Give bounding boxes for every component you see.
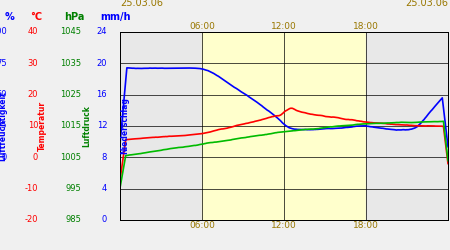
Text: Luftfeuchtigkeit: Luftfeuchtigkeit [0,91,7,161]
Text: hPa: hPa [64,12,85,22]
Text: 1015: 1015 [60,122,81,130]
Text: Niederschlag: Niederschlag [120,98,129,154]
Text: 30: 30 [27,59,38,68]
Text: Luftdruck: Luftdruck [82,105,91,147]
Text: 1045: 1045 [60,28,81,36]
Text: 16: 16 [97,90,107,99]
Text: 100: 100 [0,28,7,36]
Text: %: % [5,12,15,22]
Text: 24: 24 [97,28,107,36]
Bar [366,32,448,220]
Text: 25: 25 [0,122,7,130]
Text: 0: 0 [33,153,38,162]
Text: 25.03.06: 25.03.06 [405,0,448,8]
Text: Temperatur: Temperatur [38,101,47,151]
Text: mm/h: mm/h [100,12,130,22]
Text: 20: 20 [97,59,107,68]
Text: 995: 995 [65,184,81,193]
Bar [120,32,202,220]
Text: 8: 8 [102,153,107,162]
Text: 985: 985 [65,216,81,224]
Text: 0: 0 [2,153,7,162]
Text: 0: 0 [102,216,107,224]
Text: 4: 4 [102,184,107,193]
Text: 75: 75 [0,59,7,68]
Bar [202,32,366,220]
Text: 20: 20 [27,90,38,99]
Text: °C: °C [30,12,42,22]
Text: 10: 10 [27,122,38,130]
Text: 12: 12 [97,122,107,130]
Text: 25.03.06: 25.03.06 [120,0,163,8]
Text: 50: 50 [0,90,7,99]
Text: 1035: 1035 [60,59,81,68]
Text: 40: 40 [27,28,38,36]
Text: -20: -20 [25,216,38,224]
Text: 1025: 1025 [60,90,81,99]
Text: 1005: 1005 [60,153,81,162]
Text: -10: -10 [25,184,38,193]
